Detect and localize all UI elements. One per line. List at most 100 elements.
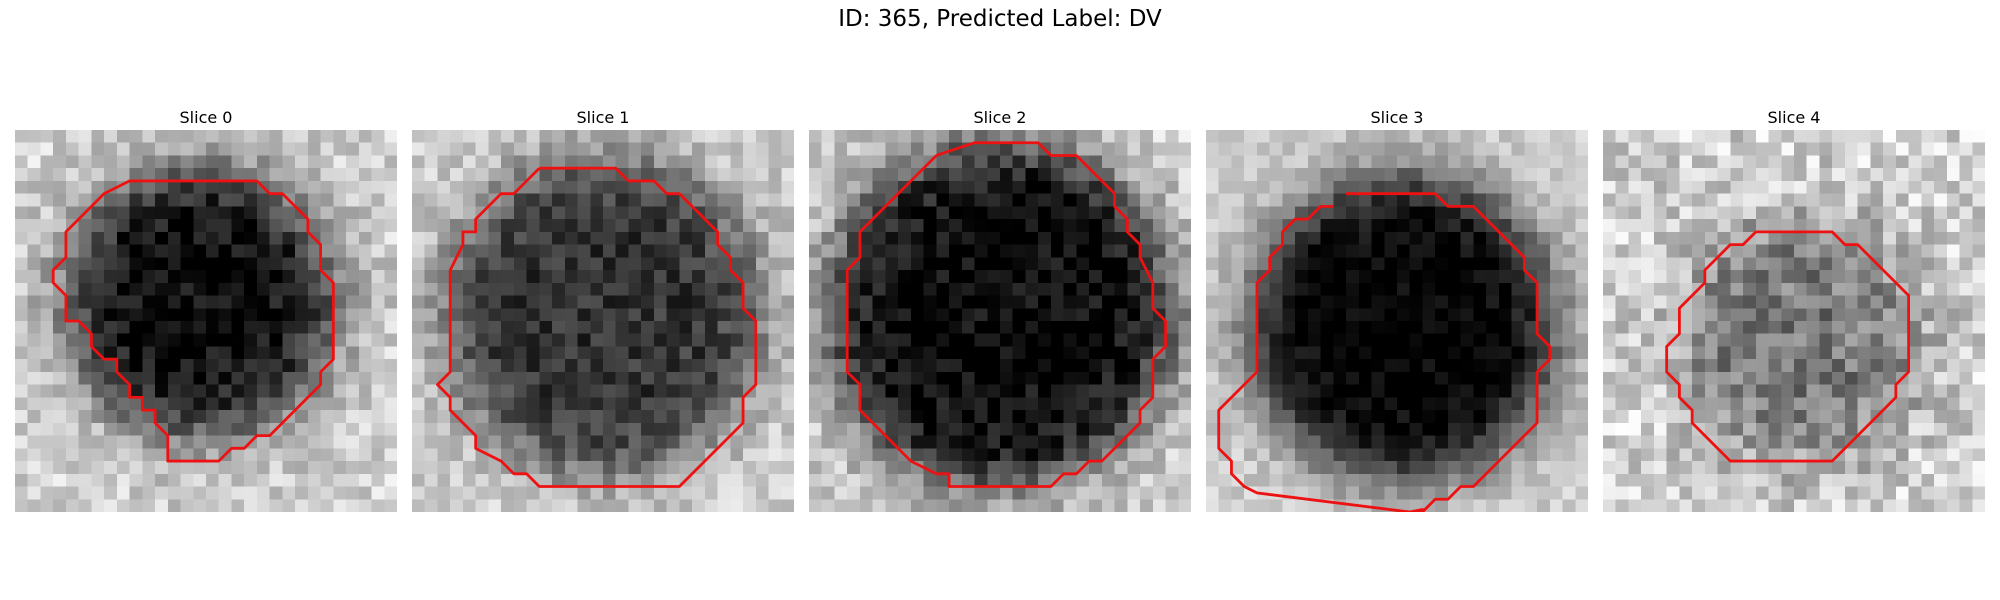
- pixel: [1089, 206, 1103, 220]
- pixel: [898, 473, 912, 487]
- pixel: [872, 473, 886, 487]
- pixel: [1934, 206, 1948, 220]
- pixel: [142, 371, 156, 385]
- pixel: [53, 461, 67, 475]
- pixel: [1244, 359, 1258, 373]
- pixel: [1498, 193, 1512, 207]
- pixel: [1358, 155, 1372, 169]
- pixel: [539, 168, 553, 182]
- pixel: [437, 422, 451, 436]
- pixel: [1152, 180, 1166, 194]
- pixel: [1959, 206, 1973, 220]
- pixel: [1127, 130, 1141, 143]
- pixel: [1384, 333, 1398, 347]
- pixel: [936, 499, 950, 512]
- pixel: [142, 270, 156, 284]
- pixel: [1397, 397, 1410, 411]
- pixel: [1206, 371, 1219, 385]
- pixel: [1870, 448, 1884, 462]
- pixel: [1063, 371, 1077, 385]
- pixel: [1231, 461, 1245, 475]
- pixel: [1114, 130, 1128, 143]
- pixel: [1244, 282, 1258, 296]
- pixel: [1717, 295, 1731, 309]
- pixel: [628, 321, 642, 334]
- pixel: [1692, 384, 1706, 398]
- pixel: [809, 346, 822, 360]
- pixel: [603, 346, 616, 360]
- pixel: [371, 155, 385, 169]
- pixel: [539, 321, 553, 334]
- pixel: [53, 244, 67, 258]
- pixel: [1692, 346, 1706, 360]
- pixel: [1972, 142, 1985, 156]
- pixel: [692, 130, 706, 143]
- pixel: [1908, 499, 1922, 512]
- pixel: [295, 257, 309, 271]
- pixel: [1178, 244, 1191, 258]
- pixel: [1295, 168, 1309, 182]
- pixel: [231, 155, 245, 169]
- pixel: [1244, 168, 1258, 182]
- pixel: [1921, 499, 1935, 512]
- pixel: [1101, 371, 1115, 385]
- pixel: [974, 219, 988, 233]
- pixel: [475, 333, 489, 347]
- pixel: [834, 142, 848, 156]
- pixel: [269, 435, 283, 449]
- pixel: [603, 422, 616, 436]
- pixel: [53, 321, 67, 334]
- pixel: [821, 270, 835, 284]
- pixel: [1447, 473, 1461, 487]
- pixel: [358, 206, 372, 220]
- pixel: [412, 231, 425, 245]
- pixel: [167, 193, 181, 207]
- pixel: [666, 499, 680, 512]
- pixel: [513, 410, 527, 424]
- pixel: [1959, 346, 1973, 360]
- pixel: [679, 371, 693, 385]
- pixel: [462, 346, 476, 360]
- pixel: [244, 244, 258, 258]
- pixel: [1231, 180, 1245, 194]
- pixel: [987, 346, 1001, 360]
- pixel: [1307, 422, 1321, 436]
- pixel: [218, 282, 232, 296]
- pixel: [1628, 130, 1642, 143]
- pixel: [590, 206, 604, 220]
- pixel: [1972, 155, 1985, 169]
- pixel: [1256, 168, 1270, 182]
- pixel: [1409, 397, 1423, 411]
- pixel: [730, 321, 744, 334]
- pixel: [231, 397, 245, 411]
- pixel: [847, 499, 861, 512]
- pixel: [1755, 244, 1769, 258]
- pixel: [730, 244, 744, 258]
- pixel: [231, 244, 245, 258]
- pixel: [1307, 270, 1321, 284]
- pixel: [180, 193, 194, 207]
- pixel: [307, 333, 321, 347]
- pixel: [104, 142, 118, 156]
- pixel: [961, 257, 975, 271]
- pixel: [320, 461, 334, 475]
- pixel: [65, 244, 79, 258]
- pixel: [539, 461, 553, 475]
- pixel: [603, 270, 616, 284]
- pixel: [27, 473, 41, 487]
- pixel: [936, 231, 950, 245]
- pixel: [653, 142, 667, 156]
- pixel: [1218, 270, 1232, 284]
- pixel: [577, 359, 591, 373]
- pixel: [129, 461, 143, 475]
- pixel: [358, 359, 372, 373]
- pixel: [1486, 321, 1500, 334]
- pixel: [1473, 461, 1487, 475]
- pixel: [821, 461, 835, 475]
- pixel: [704, 231, 718, 245]
- pixel: [1397, 308, 1410, 322]
- pixel: [1524, 257, 1538, 271]
- pixel: [501, 231, 515, 245]
- pixel: [346, 308, 360, 322]
- pixel: [1806, 168, 1820, 182]
